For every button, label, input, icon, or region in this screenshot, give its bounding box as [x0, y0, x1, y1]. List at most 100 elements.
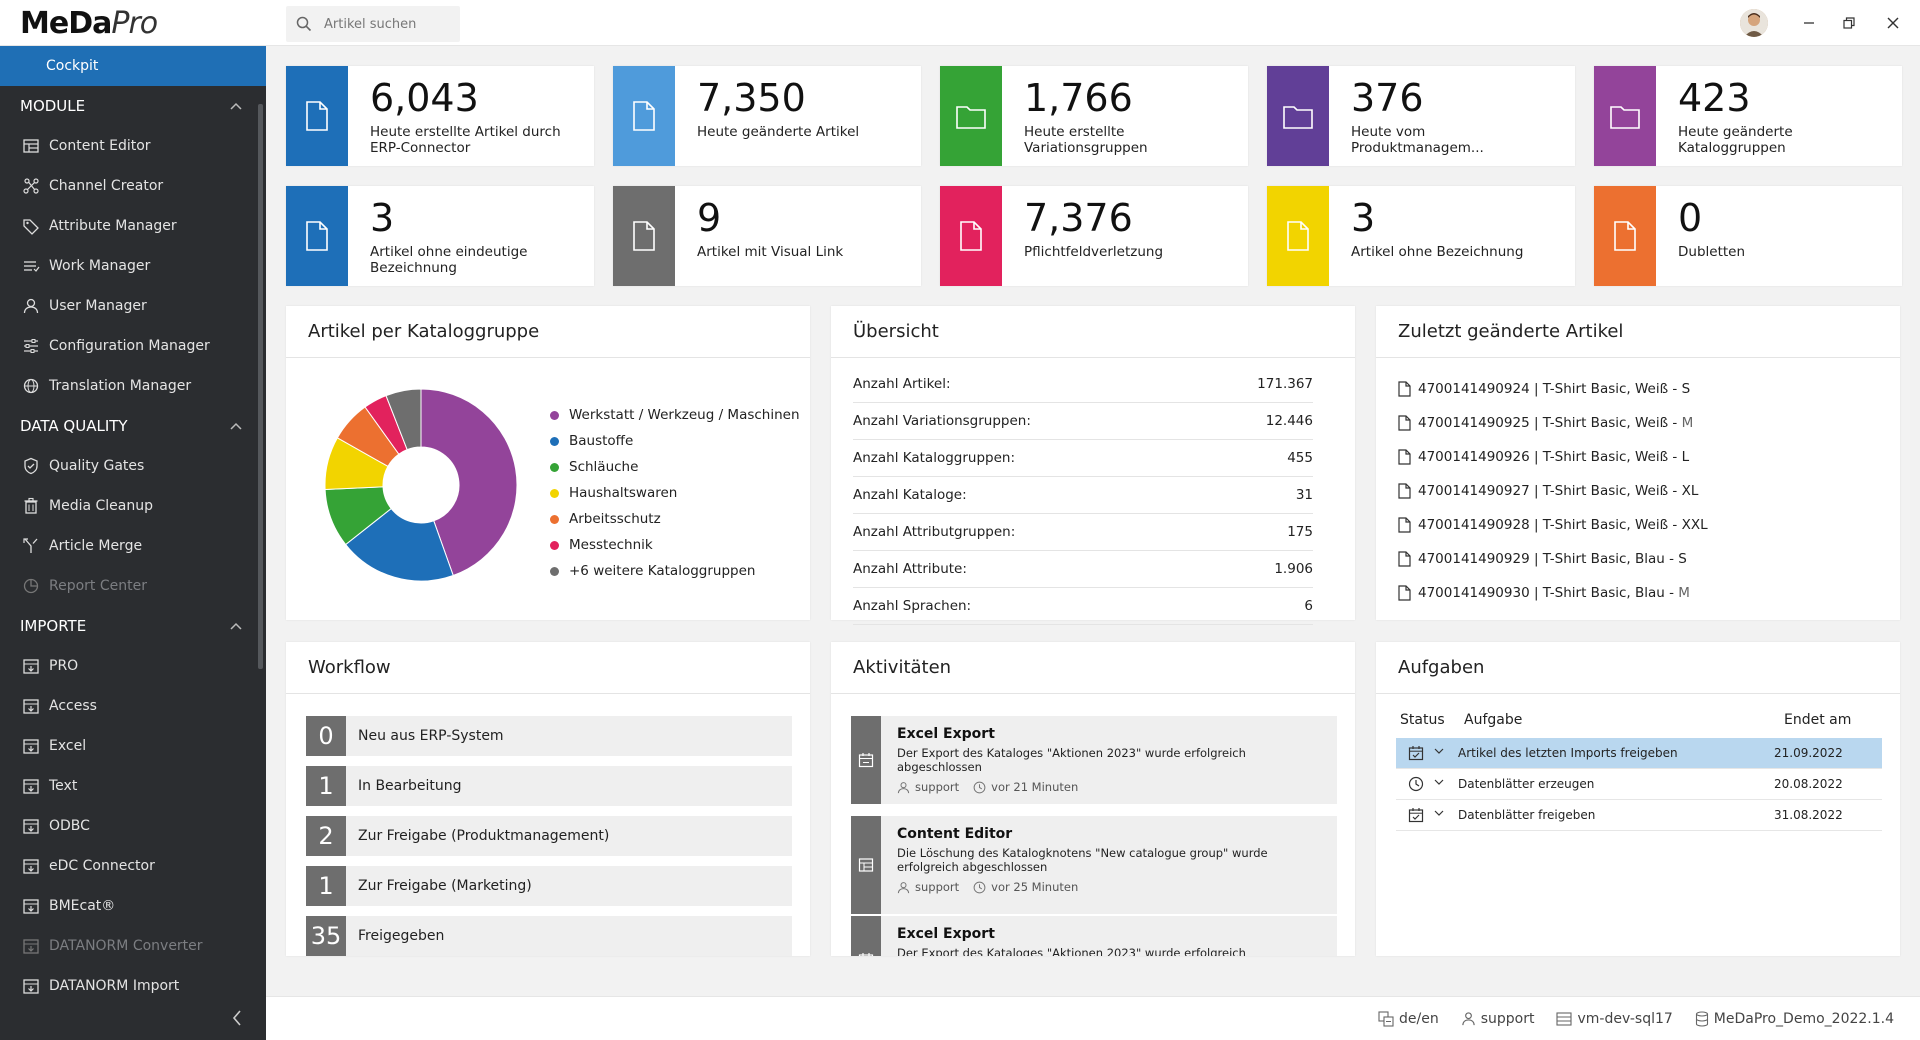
sidebar-item-edc-connector[interactable]: eDC Connector: [0, 846, 266, 886]
sidebar-item-content-editor[interactable]: Content Editor: [0, 126, 266, 166]
workflow-step[interactable]: 35 Freigegeben: [306, 916, 792, 956]
workflow-step[interactable]: 1 Zur Freigabe (Marketing): [306, 866, 792, 906]
pie-slice[interactable]: [420, 388, 518, 577]
restore-button[interactable]: [1838, 12, 1860, 34]
pie-slice[interactable]: [344, 507, 454, 582]
sidebar-item-article-merge[interactable]: Article Merge: [0, 526, 266, 566]
task-expand-button[interactable]: [1434, 744, 1444, 758]
sidebar-item-configuration-manager[interactable]: Configuration Manager: [0, 326, 266, 366]
recent-article-link[interactable]: 4700141490925 | T-Shirt Basic, Weiß - M: [1398, 406, 1708, 440]
sidebar-item-bmecat[interactable]: BMEcat®: [0, 886, 266, 926]
sidebar-item-report-center[interactable]: Report Center: [0, 566, 266, 606]
recent-article-link[interactable]: 4700141490929 | T-Shirt Basic, Blau - S: [1398, 542, 1708, 576]
kpi-tile[interactable]: 1,766 Heute erstellte Variationsgruppen: [940, 66, 1248, 166]
sidebar-item-datanorm-converter[interactable]: DATANORM Converter: [0, 926, 266, 966]
task-expand-button[interactable]: [1434, 775, 1444, 789]
col-status[interactable]: Status: [1400, 712, 1445, 728]
legend-item[interactable]: Messtechnik: [550, 532, 800, 558]
col-task[interactable]: Aufgabe: [1464, 712, 1523, 728]
kpi-tile[interactable]: 3 Artikel ohne eindeutige Bezeichnung: [286, 186, 594, 286]
calendar-check-icon: [1408, 808, 1424, 823]
recent-article-link[interactable]: 4700141490927 | T-Shirt Basic, Weiß - XL: [1398, 474, 1708, 508]
section-header-importe[interactable]: IMPORTE: [0, 606, 266, 646]
collapse-sidebar-button[interactable]: [0, 996, 266, 1040]
document-icon: [306, 221, 328, 251]
task-row[interactable]: Datenblätter erzeugen 20.08.2022: [1396, 769, 1882, 800]
legend-label: Arbeitsschutz: [569, 511, 661, 527]
activity-time: vor 25 Minuten: [991, 880, 1079, 894]
sidebar-item-channel-creator[interactable]: Channel Creator: [0, 166, 266, 206]
close-button[interactable]: [1882, 12, 1904, 34]
col-end[interactable]: Endet am: [1784, 712, 1852, 728]
legend-item[interactable]: +6 weitere Kataloggruppen: [550, 558, 800, 584]
server-indicator[interactable]: vm-dev-sql17: [1556, 1011, 1673, 1027]
activity-card[interactable]: Excel Export Der Export des Kataloges "A…: [851, 716, 1337, 804]
kpi-tile[interactable]: 7,376 Pflichtfeldverletzung: [940, 186, 1248, 286]
workflow-step[interactable]: 0 Neu aus ERP-System: [306, 716, 792, 756]
sidebar-item-attribute-manager[interactable]: Attribute Manager: [0, 206, 266, 246]
workflow-step[interactable]: 2 Zur Freigabe (Produktmanagement): [306, 816, 792, 856]
task-expand-button[interactable]: [1434, 806, 1444, 820]
recent-article-link[interactable]: 4700141490924 | T-Shirt Basic, Weiß - S: [1398, 372, 1708, 406]
document-icon: [1398, 415, 1411, 431]
document-icon: [1398, 517, 1411, 533]
chevron-down-icon: [1434, 810, 1444, 816]
legend-item[interactable]: Haushaltswaren: [550, 480, 800, 506]
kpi-tile[interactable]: 423 Heute geänderte Kataloggruppen: [1594, 66, 1902, 166]
kpi-tile[interactable]: 376 Heute vom Produktmanagem...: [1267, 66, 1575, 166]
sidebar-item-excel[interactable]: Excel: [0, 726, 266, 766]
recent-article-link[interactable]: 4700141490928 | T-Shirt Basic, Weiß - XX…: [1398, 508, 1708, 542]
sidebar-item-work-manager[interactable]: Work Manager: [0, 246, 266, 286]
activity-card[interactable]: Content Editor Die Löschung des Katalogk…: [851, 816, 1337, 914]
search-box[interactable]: [286, 6, 460, 42]
kpi-tile[interactable]: 9 Artikel mit Visual Link: [613, 186, 921, 286]
sidebar-item-media-cleanup[interactable]: Media Cleanup: [0, 486, 266, 526]
sidebar-item-odbc[interactable]: ODBC: [0, 806, 266, 846]
legend-item[interactable]: Baustoffe: [550, 428, 800, 454]
tasks-title: Aufgaben: [1376, 642, 1900, 694]
sidebar-item-pro[interactable]: PRO: [0, 646, 266, 686]
workflow-count: 1: [306, 766, 346, 806]
article-title: 4700141490930 | T-Shirt Basic, Blau -: [1418, 585, 1679, 601]
sidebar-list: Cockpit MODULE Content Editor Channel Cr…: [0, 46, 266, 996]
sidebar-scrollbar[interactable]: [258, 104, 263, 669]
recent-article-link[interactable]: 4700141490930 | T-Shirt Basic, Blau - M: [1398, 576, 1708, 610]
kpi-tile[interactable]: 6,043 Heute erstellte Artikel durch ERP-…: [286, 66, 594, 166]
activity-meta: support vor 25 Minuten: [897, 880, 1092, 894]
sidebar-item-translation-manager[interactable]: Translation Manager: [0, 366, 266, 406]
task-row[interactable]: Datenblätter freigeben 31.08.2022: [1396, 800, 1882, 831]
legend-item[interactable]: Werkstatt / Werkzeug / Maschinen: [550, 402, 800, 428]
sidebar-item-quality-gates[interactable]: Quality Gates: [0, 446, 266, 486]
section-header-module[interactable]: MODULE: [0, 86, 266, 126]
language-indicator[interactable]: de/en: [1378, 1011, 1439, 1027]
user-avatar[interactable]: [1740, 9, 1768, 37]
overview-list: Anzahl Artikel: 171.367 Anzahl Variationsg…: [853, 366, 1333, 625]
sidebar-item-cockpit[interactable]: Cockpit: [0, 46, 266, 86]
recent-article-link[interactable]: 4700141490926 | T-Shirt Basic, Weiß - L: [1398, 440, 1708, 474]
kpi-tile[interactable]: 0 Dubletten: [1594, 186, 1902, 286]
article-size: M: [1681, 415, 1694, 431]
search-input[interactable]: [324, 16, 444, 32]
section-header-data-quality[interactable]: DATA QUALITY: [0, 406, 266, 446]
sidebar-item-text[interactable]: Text: [0, 766, 266, 806]
kpi-tile[interactable]: 3 Artikel ohne Bezeichnung: [1267, 186, 1575, 286]
article-size: S: [1678, 551, 1687, 567]
catalog-group-title: Artikel per Kataloggruppe: [286, 306, 810, 358]
activity-card[interactable]: Excel Export Der Export des Kataloges "A…: [851, 916, 1337, 956]
user-indicator[interactable]: support: [1461, 1011, 1534, 1027]
minimize-button[interactable]: [1798, 12, 1820, 34]
legend-label: Werkstatt / Werkzeug / Maschinen: [569, 407, 800, 423]
sidebar-item-datanorm-import[interactable]: DATANORM Import: [0, 966, 266, 996]
pie-slice[interactable]: [385, 388, 422, 451]
tile-value: 3: [370, 196, 395, 240]
task-row[interactable]: Artikel des letzten Imports freigeben 21…: [1396, 738, 1882, 769]
sidebar-item-user-manager[interactable]: User Manager: [0, 286, 266, 326]
sidebar-item-access[interactable]: Access: [0, 686, 266, 726]
legend-item[interactable]: Schläuche: [550, 454, 800, 480]
database-indicator[interactable]: MeDaPro_Demo_2022.1.4: [1695, 1011, 1894, 1027]
legend-item[interactable]: Arbeitsschutz: [550, 506, 800, 532]
import-icon: [23, 819, 39, 834]
kpi-tile[interactable]: 7,350 Heute geänderte Artikel: [613, 66, 921, 166]
document-icon: [1398, 483, 1411, 499]
workflow-step[interactable]: 1 In Bearbeitung: [306, 766, 792, 806]
